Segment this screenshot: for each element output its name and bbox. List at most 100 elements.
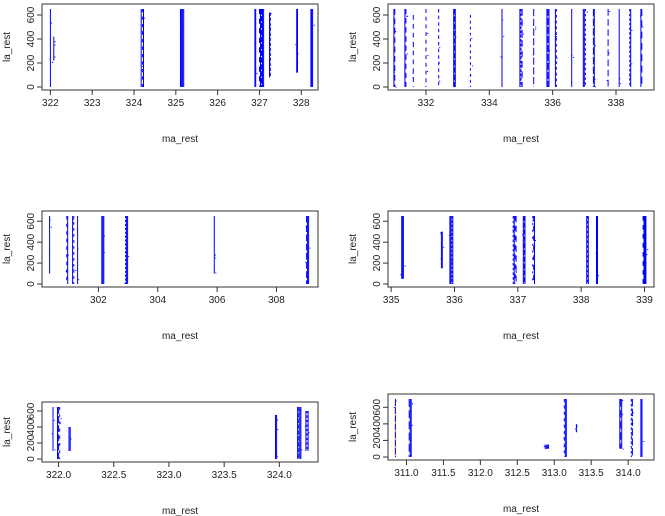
panel-6: 311.0 311.5 312.0 312.5 313.0 313.5 314.0 0 2004… xyxy=(348,393,655,515)
data-point xyxy=(587,218,589,220)
data-point xyxy=(142,66,144,67)
data-point xyxy=(643,441,645,442)
panel-1: 322 323 324 325 326 327 328 0 200 400 600 ma_rest la… xyxy=(2,3,319,145)
data-point xyxy=(549,50,551,51)
x-tick-label: 313.0 xyxy=(542,468,567,479)
data-cluster xyxy=(532,9,537,87)
data-points xyxy=(393,9,644,88)
plot-frame xyxy=(387,3,655,91)
data-point xyxy=(523,242,525,243)
data-point xyxy=(646,254,648,255)
data-point xyxy=(260,40,262,42)
data-point xyxy=(75,270,77,272)
data-points xyxy=(51,407,310,459)
data-point xyxy=(54,41,56,43)
data-point xyxy=(598,275,599,277)
data-point xyxy=(439,62,441,64)
data-point xyxy=(470,74,472,76)
data-cluster xyxy=(582,9,588,87)
x-tick-label: 311.5 xyxy=(431,468,456,479)
y-axis: 0 200 400 600 xyxy=(372,212,388,287)
y-tick-label: 200 xyxy=(26,434,37,451)
data-point xyxy=(606,80,608,81)
data-point xyxy=(545,448,547,450)
data-point xyxy=(632,412,634,414)
data-point xyxy=(535,28,537,30)
plot-frame xyxy=(41,210,319,288)
data-cluster xyxy=(68,427,72,451)
y-axis-label: la_rest xyxy=(348,234,359,264)
data-cluster xyxy=(408,399,413,457)
data-point xyxy=(556,36,558,37)
data-point xyxy=(587,246,589,248)
data-cluster xyxy=(595,216,599,284)
data-cluster xyxy=(630,399,634,457)
x-tick-label: 327 xyxy=(251,98,268,109)
data-point xyxy=(586,11,588,13)
data-point xyxy=(640,15,641,17)
y-tick-label: 400 xyxy=(26,233,37,250)
x-axis: 322 323 324 325 326 327 328 xyxy=(42,90,310,109)
y-tick-label: 400 xyxy=(372,415,383,432)
data-cluster xyxy=(304,411,310,451)
data-cluster xyxy=(592,9,596,88)
data-cluster xyxy=(519,9,525,87)
data-point xyxy=(67,254,69,256)
y-tick-label: 600 xyxy=(26,212,37,229)
data-point xyxy=(409,416,411,418)
data-point xyxy=(68,437,70,439)
data-point xyxy=(59,422,61,424)
y-tick-label: 400 xyxy=(372,30,383,47)
x-axis-label: ma_rest xyxy=(503,331,539,342)
data-cluster xyxy=(269,12,272,78)
data-point xyxy=(543,445,545,447)
data-point xyxy=(103,252,105,253)
data-point xyxy=(427,55,429,57)
data-point xyxy=(632,423,634,425)
data-point xyxy=(181,38,182,40)
data-point xyxy=(640,405,642,407)
data-cluster xyxy=(393,9,397,88)
data-point xyxy=(595,252,597,254)
y-axis-label: la_rest xyxy=(2,32,13,62)
x-tick-label: 334 xyxy=(481,98,498,109)
data-point xyxy=(255,67,257,69)
x-tick-label: 306 xyxy=(209,295,226,306)
data-point xyxy=(631,63,633,65)
x-tick-label: 326 xyxy=(209,98,226,109)
data-cluster xyxy=(259,9,265,87)
x-axis: 332 334 336 338 xyxy=(418,90,625,109)
data-point xyxy=(256,72,258,74)
data-point xyxy=(502,19,503,21)
data-point xyxy=(305,261,307,263)
x-tick-label: 324 xyxy=(126,98,143,109)
data-cluster xyxy=(640,399,645,457)
data-point xyxy=(619,78,621,80)
data-point xyxy=(180,21,182,23)
data-points xyxy=(49,9,315,87)
data-point xyxy=(102,263,104,265)
y-tick-label: 600 xyxy=(372,6,383,23)
x-axis: 322.0 322.5 323.0 323.5 324.0 xyxy=(46,462,292,481)
data-cluster xyxy=(575,423,578,433)
data-point xyxy=(571,55,573,57)
x-tick-label: 312.5 xyxy=(505,468,530,479)
data-point xyxy=(395,86,397,88)
data-cluster xyxy=(619,399,624,450)
data-point xyxy=(73,268,75,270)
data-point xyxy=(52,62,53,63)
data-point xyxy=(400,274,402,276)
x-tick-label: 323.5 xyxy=(212,470,237,481)
data-point xyxy=(412,77,414,78)
y-tick-label: 600 xyxy=(26,6,37,23)
data-point xyxy=(70,438,72,440)
data-point xyxy=(439,47,441,49)
data-cluster xyxy=(76,216,80,284)
x-tick-label: 338 xyxy=(573,295,590,306)
data-point xyxy=(576,425,578,427)
y-axis-label: la_rest xyxy=(2,234,13,264)
data-cluster xyxy=(140,9,146,87)
data-point xyxy=(304,425,306,427)
data-point xyxy=(269,26,271,28)
data-cluster xyxy=(532,216,536,284)
